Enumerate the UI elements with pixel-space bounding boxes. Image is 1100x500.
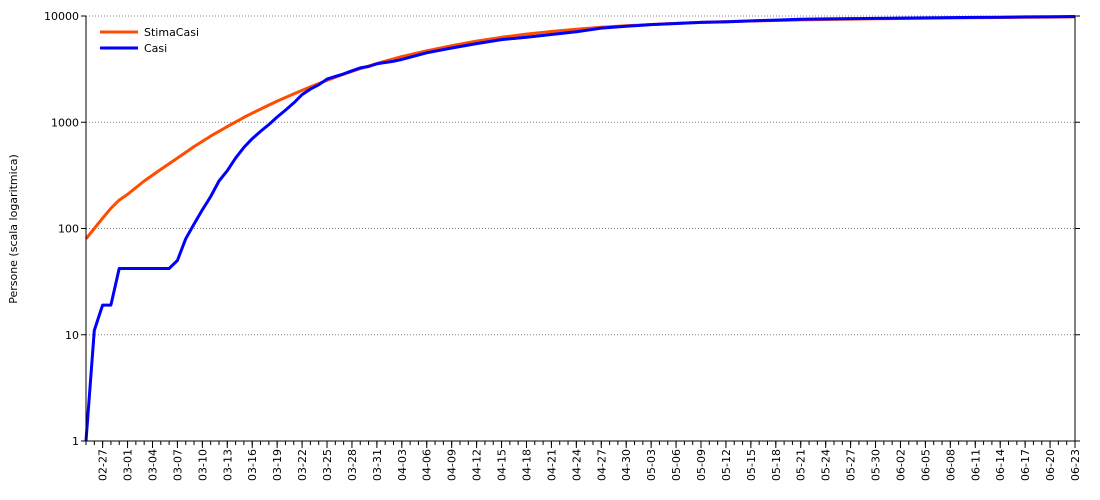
x-tick-label: 05-21 [795,449,808,481]
legend: StimaCasi Casi [100,26,199,55]
x-tick-label: 04-18 [520,449,533,481]
x-tick-label: 03-28 [346,449,359,481]
x-tick-label: 06-05 [919,449,932,481]
y-tick-label: 1000 [51,116,79,129]
x-tick-label: 03-19 [271,449,284,481]
x-tick-label: 03-31 [371,449,384,481]
x-tick-label: 04-03 [396,449,409,481]
x-tick-label: 04-24 [570,449,583,481]
x-tick-label: 04-21 [545,449,558,481]
x-tick-label: 05-06 [670,449,683,481]
x-tick-label: 04-12 [471,449,484,481]
x-tick-label: 03-01 [122,449,135,481]
x-tick-label: 06-14 [994,449,1007,481]
x-tick-label: 03-25 [321,449,334,481]
x-axis-ticks: 02-27 03-01 03-04 03-07 03-10 03-13 03-16 03-19… [85,441,1082,481]
y-tick-label: 100 [58,223,79,236]
x-tick-label: 05-18 [770,449,783,481]
x-tick-label: 05-27 [845,449,858,481]
x-tick-label: 04-27 [595,449,608,481]
plot-area [86,16,1075,441]
x-tick-label: 05-12 [720,449,733,481]
x-tick-label: 03-13 [221,449,234,481]
x-tick-label: 05-24 [820,449,833,481]
x-tick-label: 03-07 [171,449,184,481]
x-tick-label: 04-06 [421,449,434,481]
y-tick-label: 1 [72,435,79,448]
x-tick-label: 03-04 [146,449,159,481]
y-tick-label: 10000 [44,10,79,23]
x-tick-label: 06-20 [1044,449,1057,481]
x-tick-label: 04-15 [496,449,509,481]
x-tick-label: 03-22 [296,449,309,481]
x-tick-label: 05-03 [645,449,658,481]
x-tick-label: 03-16 [246,449,259,481]
x-tick-label: 06-11 [969,449,982,481]
y-axis-title: Persone (scala logaritmica) [7,154,20,304]
x-tick-label: 06-17 [1019,449,1032,481]
series-lines [84,15,1076,442]
legend-label-casi: Casi [144,42,167,55]
x-tick-label: 02-27 [97,449,110,481]
legend-label-stimacasi: StimaCasi [144,26,199,39]
x-tick-label: 06-08 [944,449,957,481]
x-tick-label: 06-23 [1069,449,1082,481]
x-tick-label: 04-09 [446,449,459,481]
y-tick-label: 10 [65,329,79,342]
x-tick-label: 05-15 [745,449,758,481]
series-line-casi [84,15,1076,442]
x-tick-label: 04-30 [620,449,633,481]
x-tick-label: 06-02 [894,449,907,481]
x-tick-label: 05-09 [695,449,708,481]
y-axis-ticks: 1 10 100 1000 10000 [44,10,1080,448]
x-tick-label: 03-10 [196,449,209,481]
x-tick-label: 05-30 [870,449,883,481]
